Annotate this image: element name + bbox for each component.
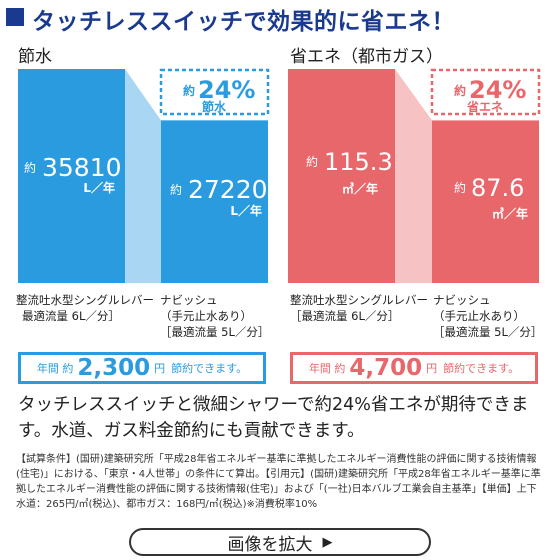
gas-reduction-band <box>395 69 432 283</box>
water-bar-lever <box>18 69 125 283</box>
water-saving-unit: 円 <box>154 362 166 375</box>
gas-bar1-unit: ㎥／年 <box>492 206 528 221</box>
gas-caption-navish: ナビッシュ （手元止水あり） ［最適流量 5L／分］ <box>433 292 542 340</box>
water-bar1-value: 27220 <box>188 175 268 204</box>
water-saving-suffix: 節約できます。 <box>171 362 248 375</box>
play-arrow-icon: ▶ <box>322 534 333 550</box>
gas-badge-value: 24% <box>469 76 526 104</box>
gas-chart: 約 24% 省エネ 約 115.3 ㎥／年 約 87.6 ㎥／年 <box>288 68 541 283</box>
gas-saving-unit: 円 <box>426 362 438 375</box>
gas-badge-prefix: 約 <box>454 83 466 98</box>
water-bar0-unit: L／年 <box>83 180 115 195</box>
water-bar-navish <box>161 120 268 283</box>
water-bar1-prefix: 約 <box>170 182 182 197</box>
gas-panel-title: 省エネ（都市ガス） <box>290 47 443 67</box>
header-square-marker <box>6 8 24 26</box>
description-text: タッチレススイッチと微細シャワーで約24%省エネが期待できます。水道、ガス料金節… <box>18 395 529 441</box>
caption-line: ナビッシュ <box>160 293 218 307</box>
gas-bar0-value: 115.3 <box>324 148 393 176</box>
water-badge-box <box>159 68 270 116</box>
caption-line: 整流吐水型シングルレバー <box>16 293 154 307</box>
caption-line: （手元止水あり） <box>433 309 525 323</box>
gas-bar1-prefix: 約 <box>454 180 466 195</box>
zoom-image-button[interactable]: 画像を拡大 ▶ <box>129 528 431 556</box>
water-bar1-unit: L／年 <box>230 203 262 218</box>
water-saving-amount: 2,300 <box>77 355 151 381</box>
gas-saving-suffix: 節約できます。 <box>443 362 520 375</box>
gas-saving-box: 年間 約 4,700 円 節約できます。 <box>290 352 538 384</box>
water-caption-navish: ナビッシュ （手元止水あり） ［最適流量 5L／分］ <box>160 292 269 340</box>
calculation-conditions: 【試算条件】(国研)建築研究所「平成28年省エネルギー基準に準拠したエネルギー消… <box>16 454 541 510</box>
gas-bar0-prefix: 約 <box>306 154 318 169</box>
water-caption-lever: 整流吐水型シングルレバー 最適流量 6L／分］ <box>16 292 154 324</box>
gas-badge-box <box>430 68 541 116</box>
water-saving-prefix: 年間 約 <box>36 362 74 375</box>
caption-line: 整流吐水型シングルレバー <box>290 293 428 307</box>
page-title: タッチレススイッチで効果的に省エネ！ <box>32 9 455 35</box>
water-badge-value: 24% <box>198 76 255 104</box>
caption-line: ［最適流量 5L／分］ <box>433 325 543 339</box>
water-bar0-value: 35810 <box>42 153 122 182</box>
gas-saving-amount: 4,700 <box>349 355 423 381</box>
zoom-button-label: 画像を拡大 <box>227 534 313 555</box>
water-badge-prefix: 約 <box>183 83 195 98</box>
water-saving-box: 年間 約 2,300 円 節約できます。 <box>18 352 266 384</box>
gas-bar-navish <box>432 120 539 283</box>
gas-bar1-value: 87.6 <box>471 174 524 202</box>
water-bar0-prefix: 約 <box>24 160 36 175</box>
water-chart: 約 24% 節水 約 35810 L／年 約 27220 L／年 <box>18 68 270 283</box>
caption-line: ［最適流量 5L／分］ <box>160 325 270 339</box>
gas-bar0-unit: ㎥／年 <box>342 181 378 196</box>
water-reduction-band <box>125 69 161 283</box>
water-panel-title: 節水 <box>18 47 52 67</box>
gas-caption-lever: 整流吐水型シングルレバー ［最適流量 6L／分］ <box>290 292 428 324</box>
gas-badge-label: 省エネ <box>466 99 503 114</box>
caption-line: ナビッシュ <box>433 293 491 307</box>
caption-line: 最適流量 6L／分］ <box>22 309 120 323</box>
water-badge-label: 節水 <box>202 99 227 114</box>
caption-line: ［最適流量 6L／分］ <box>290 309 400 323</box>
caption-line: （手元止水あり） <box>160 309 252 323</box>
gas-bar-lever <box>288 69 395 283</box>
gas-saving-prefix: 年間 約 <box>308 362 346 375</box>
